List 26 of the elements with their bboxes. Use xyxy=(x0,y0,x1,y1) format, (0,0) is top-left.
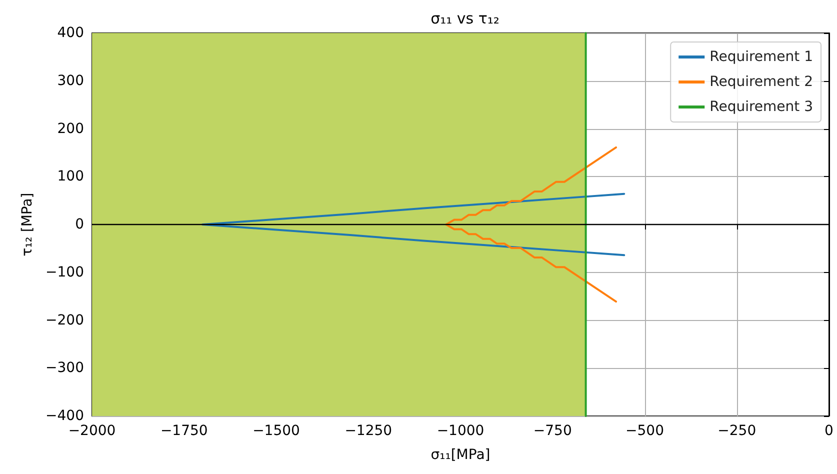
x-tick-label: −1500 xyxy=(252,423,300,439)
x-axis-title: σ₁₁[MPa] xyxy=(430,447,490,463)
x-tick-label: −500 xyxy=(626,423,664,439)
chart-title: σ₁₁ vs τ₁₂ xyxy=(430,10,500,28)
y-tick-label: 300 xyxy=(57,72,84,89)
x-tick-label: −1000 xyxy=(436,423,484,439)
legend-label: Requirement 3 xyxy=(710,99,814,115)
y-tick-label: 0 xyxy=(75,216,84,232)
y-axis-title: τ₁₂ [MPa] xyxy=(20,192,36,256)
y-tick-label: −100 xyxy=(46,264,84,280)
y-tick-label: 100 xyxy=(57,168,84,185)
legend-label: Requirement 2 xyxy=(710,74,814,90)
line-series xyxy=(445,146,618,303)
x-tick-label: −250 xyxy=(718,423,756,439)
line-series xyxy=(202,192,626,256)
legend-label: Requirement 1 xyxy=(710,49,814,65)
y-tick-label: 200 xyxy=(57,120,84,137)
x-tick-label: 0 xyxy=(824,423,834,439)
y-tick-label: −200 xyxy=(46,312,84,328)
x-tick-label: −2000 xyxy=(68,423,116,439)
y-tick-label: 400 xyxy=(57,25,84,41)
y-tick-label: −300 xyxy=(46,360,84,376)
y-tick-label: −400 xyxy=(46,408,84,424)
x-tick-label: −1250 xyxy=(344,423,392,439)
x-tick-label: −750 xyxy=(533,423,572,439)
x-tick-label: −1750 xyxy=(160,423,208,439)
